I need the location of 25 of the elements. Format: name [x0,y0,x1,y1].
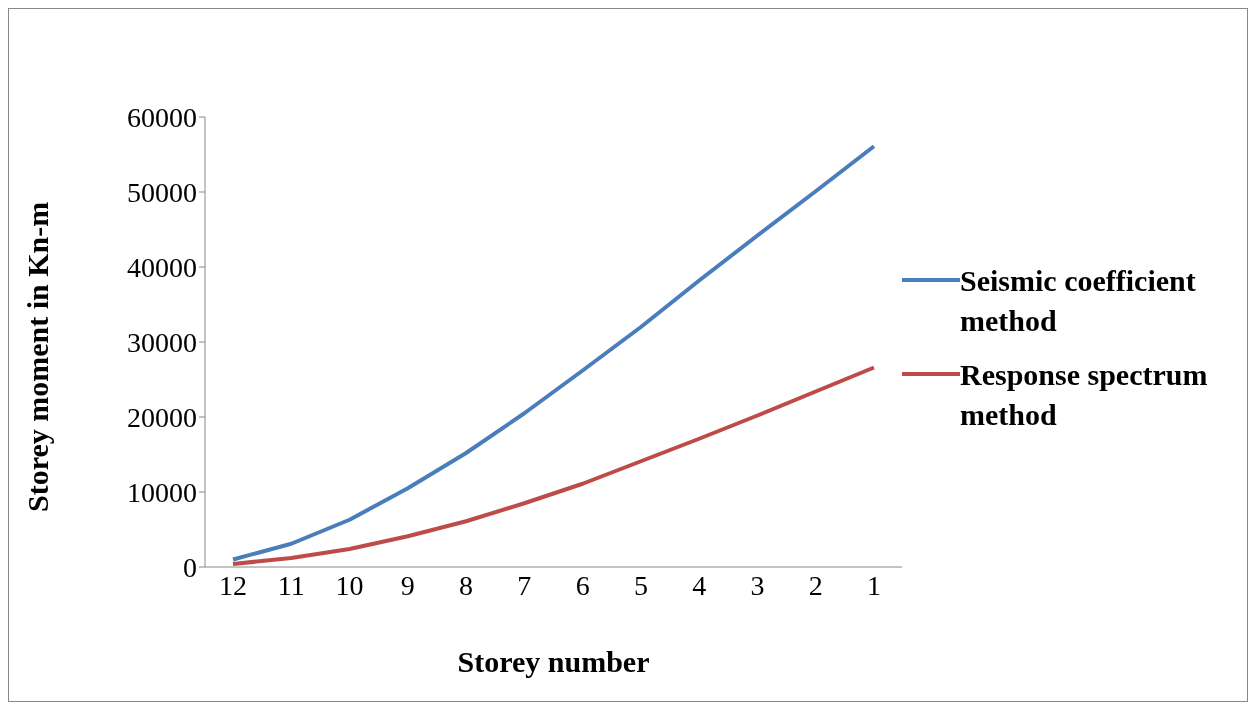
x-tick-label: 9 [400,569,415,601]
x-axis-title: Storey number [457,645,650,678]
x-tick-label: 5 [633,569,648,601]
y-tick-label: 10000 [127,476,197,508]
x-tick-label: 4 [692,569,707,601]
legend-label: Response spectrum method [960,357,1209,433]
x-tick-label: 3 [750,569,765,601]
y-axis-title: Storey moment in Kn-m [20,201,54,512]
x-tick-label: 7 [517,569,532,601]
y-tick-label: 30000 [127,326,197,358]
x-tick-label: 8 [459,569,474,601]
x-tick-label: 11 [277,569,305,601]
y-tick-label: 40000 [127,251,197,283]
x-tick-label: 1 [867,569,881,601]
x-tick-label: 10 [335,569,364,601]
x-tick-label: 12 [219,569,247,601]
y-tick-label: 20000 [127,401,197,433]
x-tick-label: 2 [808,569,823,601]
legend-label: Seismic coefficient method [960,263,1197,339]
x-tick-label: 6 [575,569,590,601]
line-series [231,144,876,562]
line-series [231,365,876,566]
y-tick-label: 60000 [127,101,197,133]
y-tick-label: 0 [183,551,197,583]
y-tick-label: 50000 [127,176,197,208]
